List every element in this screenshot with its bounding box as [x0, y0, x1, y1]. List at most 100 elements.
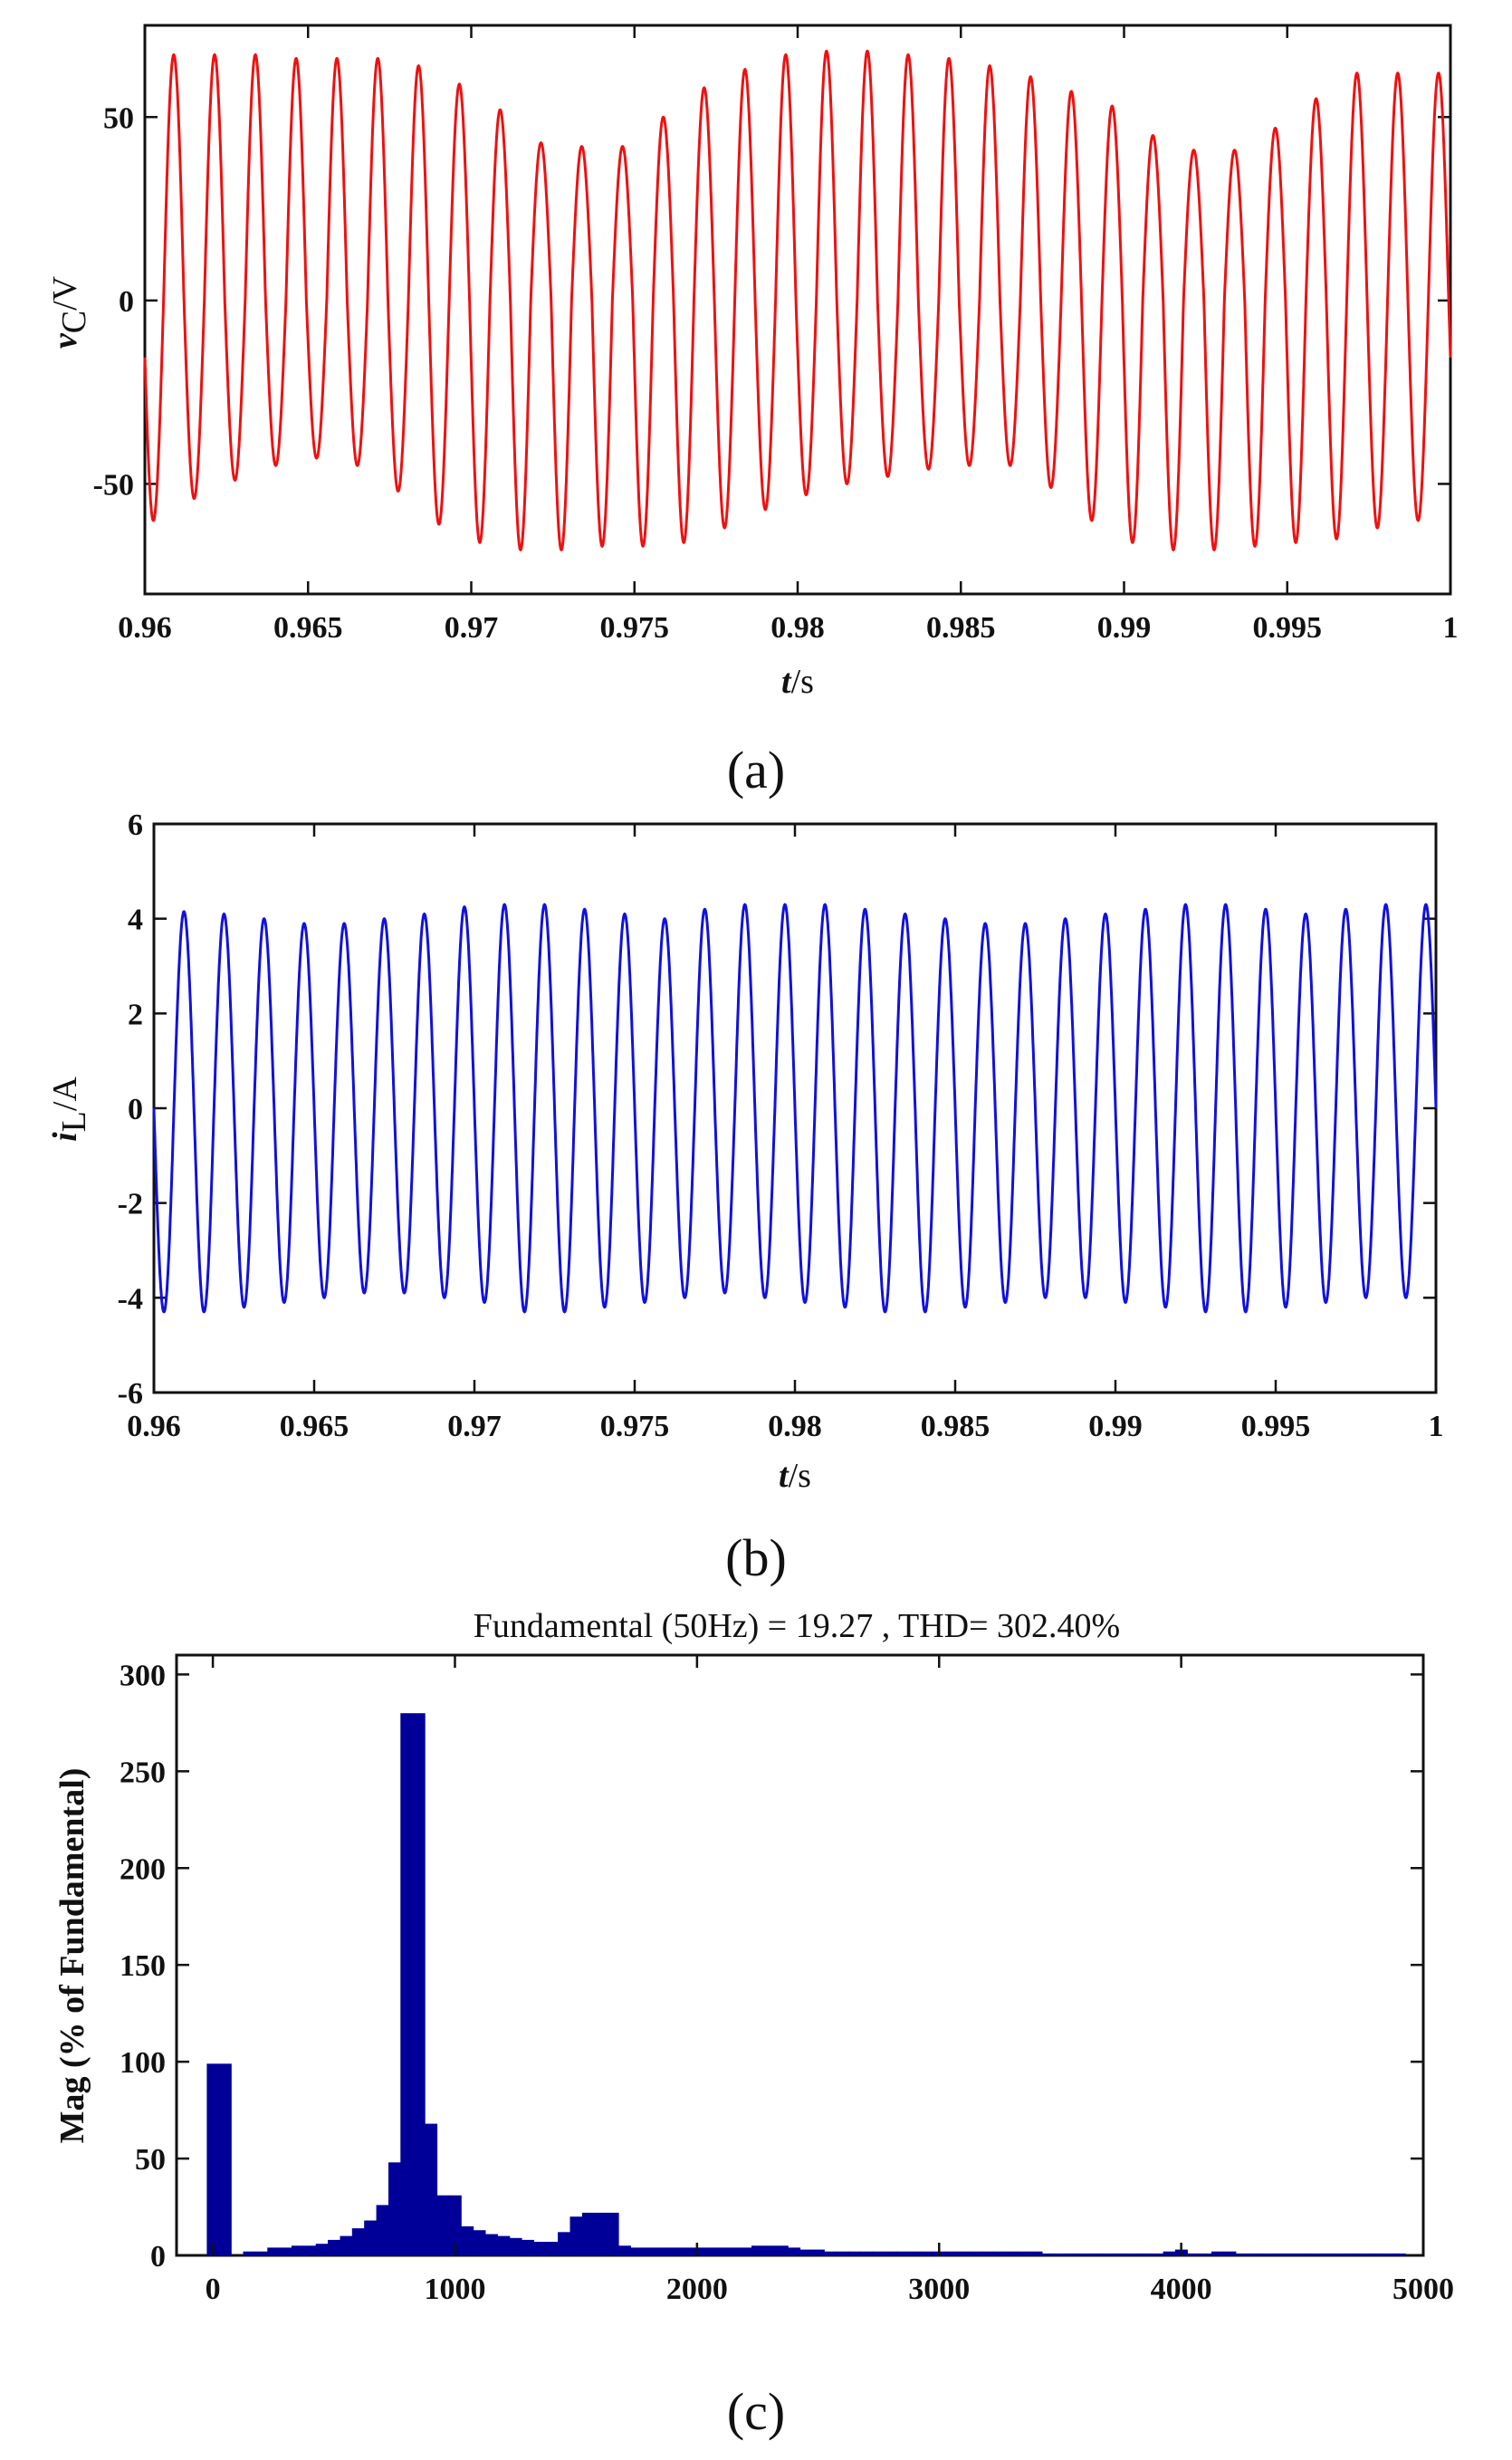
- x-tick-label: 1000: [424, 2273, 485, 2306]
- fft-bar: [497, 2235, 511, 2255]
- panel-a-xlabel-var: t: [781, 663, 792, 701]
- fft-bar: [775, 2245, 789, 2255]
- fft-bar: [957, 2251, 971, 2255]
- fft-bar: [533, 2242, 547, 2255]
- fft-bar: [545, 2242, 559, 2255]
- fft-bar: [944, 2251, 958, 2255]
- x-tick-label: 2000: [666, 2273, 728, 2306]
- fft-bar: [872, 2251, 885, 2255]
- fft-bar: [279, 2247, 292, 2255]
- fft-bar: [351, 2228, 365, 2255]
- fft-bar: [606, 2212, 619, 2255]
- fft-bar: [448, 2195, 462, 2255]
- fft-bar: [811, 2249, 825, 2255]
- fft-bar: [993, 2251, 1007, 2255]
- y-tick-label: 2: [128, 998, 143, 1031]
- fft-bar: [981, 2251, 994, 2255]
- x-tick-label: 3000: [908, 2273, 970, 2306]
- fft-bar: [788, 2247, 801, 2255]
- fft-bar: [1163, 2251, 1176, 2255]
- x-tick-label: 0.965: [273, 611, 343, 645]
- x-tick-label: 0.98: [770, 611, 825, 645]
- fft-bar: [1284, 2253, 1297, 2255]
- x-tick-label: 0.985: [921, 1410, 990, 1443]
- fft-bar: [1102, 2253, 1115, 2255]
- x-tick-label: 1: [1429, 1410, 1444, 1443]
- fft-bar: [1356, 2253, 1370, 2255]
- fft-bar: [1029, 2251, 1043, 2255]
- fft-bar: [218, 2063, 232, 2255]
- fft-bar: [315, 2244, 329, 2255]
- fft-bar: [376, 2205, 389, 2255]
- fft-bar: [1381, 2253, 1394, 2255]
- panel-b-x-axis-label: t/s: [779, 1457, 811, 1495]
- y-tick-label: 50: [103, 101, 134, 135]
- panel-b-ylabel-var: i: [46, 1132, 84, 1142]
- fft-bar: [714, 2247, 728, 2255]
- fft-bar: [1138, 2253, 1152, 2255]
- y-tick-label: 50: [135, 2143, 166, 2177]
- fft-bar: [484, 2234, 498, 2255]
- panel-c-plot-frame: [175, 1653, 1425, 2257]
- x-tick-label: 0.96: [118, 611, 172, 645]
- x-tick-label: 0.985: [926, 611, 996, 645]
- panel-b-xlabel-var: t: [779, 1457, 789, 1495]
- panel-a-y-axis-label: vC/V: [46, 275, 93, 349]
- x-tick-label: 0.975: [600, 1410, 670, 1443]
- panel-a-x-axis-label: t/s: [781, 663, 814, 701]
- fft-bar: [461, 2225, 474, 2255]
- fft-bar: [618, 2245, 631, 2255]
- panel-a-x-ticks: 0.96 0.965 0.97 0.975 0.98 0.985 0.99 0.995 1: [118, 25, 1459, 645]
- x-tick-label: 0.99: [1088, 1410, 1143, 1443]
- fft-bar: [558, 2232, 571, 2255]
- panel-a-ylabel-sub: C: [55, 311, 93, 333]
- fft-bar: [1308, 2253, 1321, 2255]
- fft-bar: [630, 2247, 644, 2255]
- fft-bar: [569, 2216, 583, 2255]
- fft-bar: [751, 2245, 764, 2255]
- fft-bar: [1320, 2253, 1334, 2255]
- fft-bar: [666, 2247, 680, 2255]
- panel-b-current-series-line: [152, 903, 1438, 1314]
- fft-bar: [1199, 2253, 1212, 2255]
- fft-bar: [727, 2247, 741, 2255]
- x-tick-label: 0.98: [768, 1410, 822, 1443]
- panel-c-y-ticks: 0 50 100 150 200 250 300: [120, 1659, 1423, 2273]
- panel-a-xlabel-unit: /s: [791, 663, 814, 701]
- x-tick-label: 0.995: [1241, 1410, 1311, 1443]
- fft-bar: [1211, 2251, 1224, 2255]
- fft-bar: [860, 2251, 874, 2255]
- fft-bar: [908, 2251, 922, 2255]
- fft-bar: [896, 2251, 910, 2255]
- y-tick-label: -2: [118, 1188, 143, 1221]
- fft-bar: [254, 2251, 268, 2255]
- fft-bar: [1345, 2253, 1358, 2255]
- x-tick-label: 5000: [1392, 2273, 1454, 2306]
- fft-bar: [388, 2162, 401, 2255]
- panel-c-label: (c): [727, 2382, 785, 2441]
- panel-c-x-ticks: 0 1000 2000 3000 4000 5000: [206, 1655, 1454, 2306]
- fft-bar: [425, 2123, 438, 2255]
- fft-bar: [581, 2212, 595, 2255]
- fft-bar: [206, 2063, 220, 2255]
- fft-bar: [642, 2247, 656, 2255]
- y-tick-label: 0: [150, 2240, 166, 2273]
- fft-bar: [594, 2212, 608, 2255]
- panel-a-label: (a): [727, 741, 785, 799]
- fft-bar: [1332, 2253, 1345, 2255]
- panel-b-xlabel-unit: /s: [789, 1457, 811, 1495]
- fft-bar: [703, 2247, 716, 2255]
- fft-bar: [1259, 2253, 1273, 2255]
- panel-b-label: (b): [725, 1528, 787, 1587]
- fft-bar: [1078, 2253, 1091, 2255]
- fft-bar: [1248, 2253, 1261, 2255]
- fft-bar: [763, 2245, 777, 2255]
- fft-bar: [1054, 2253, 1067, 2255]
- fft-bar: [921, 2251, 934, 2255]
- panel-c-fft-chart: Fundamental (50Hz) = 19.27 , THD= 302.40…: [53, 1607, 1454, 2441]
- fft-bar: [885, 2251, 898, 2255]
- panel-a-ylabel-var: v: [46, 332, 84, 349]
- panel-a-y-ticks: -50 0 50: [93, 101, 1450, 502]
